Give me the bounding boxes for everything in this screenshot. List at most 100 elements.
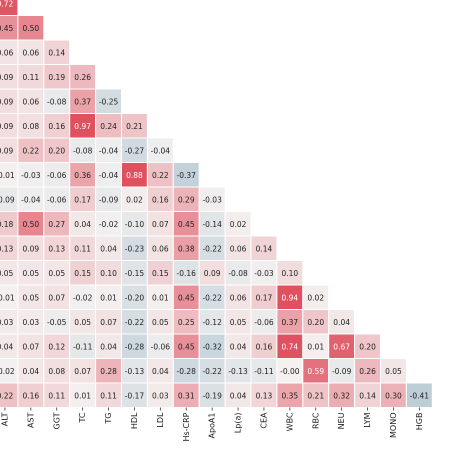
heatmap-cell (43, 64, 71, 90)
cell-value-label: 0.04 (0, 342, 14, 351)
cell-value-label: 0.06 (22, 97, 39, 106)
x-tick-label: GGT (52, 412, 61, 429)
heatmap-cell (328, 333, 356, 359)
cell-value-label: 0.09 (204, 269, 221, 278)
cell-value-label: 0.21 (307, 391, 324, 400)
heatmap-cell (302, 284, 330, 310)
heatmap-cell (17, 284, 45, 310)
cell-value-label: 0.30 (385, 391, 402, 400)
heatmap-cell (380, 358, 407, 384)
heatmap-cell (354, 333, 382, 359)
heatmap-cell (17, 162, 45, 188)
cell-value-label: -0.12 (202, 318, 222, 327)
cell-value-label: -0.32 (202, 342, 222, 351)
cell-value-label: 0.35 (281, 391, 298, 400)
cell-value-label: -0.01 (0, 293, 15, 302)
cell-value-label: 0.03 (22, 318, 39, 327)
cell-value-label: -0.22 (125, 318, 145, 327)
cell-value-label: 0.11 (22, 73, 39, 82)
cell-value-label: 0.06 (230, 244, 247, 253)
heatmap-cell (328, 358, 356, 384)
cell-value-label: -0.03 (254, 269, 274, 278)
heatmap-cell (224, 235, 252, 261)
cell-value-label: 0.05 (230, 318, 247, 327)
heatmap-cell (17, 358, 45, 384)
heatmap-cell (121, 309, 148, 335)
heatmap-cell (69, 162, 97, 188)
cell-value-label: 0.02 (126, 195, 143, 204)
cell-value-label: 0.14 (48, 48, 65, 57)
cell-value-label: 0.06 (22, 48, 39, 57)
cell-value-label: -0.02 (99, 220, 119, 229)
cell-value-label: 0.09 (0, 97, 14, 106)
heatmap-cell (121, 211, 148, 237)
cell-value-label: -0.04 (151, 146, 171, 155)
cell-value-label: -0.28 (125, 342, 145, 351)
heatmap-cell (95, 309, 122, 335)
cell-value-label: 0.01 (100, 293, 117, 302)
cell-value-label: 0.08 (48, 367, 65, 376)
cell-value-label: 0.74 (281, 342, 298, 351)
heatmap-cell (121, 186, 148, 212)
cell-value-label: 0.04 (100, 342, 117, 351)
cell-value-label: 0.45 (0, 24, 14, 33)
cell-value-label: -0.27 (125, 146, 145, 155)
heatmap-cell (69, 309, 97, 335)
x-tick-label: LDL (156, 412, 165, 428)
cell-value-label: 0.72 (0, 0, 14, 8)
cell-value-label: 0.19 (48, 73, 65, 82)
heatmap-cell (198, 235, 226, 261)
cell-value-label: 0.50 (22, 24, 39, 33)
cell-value-label: 0.05 (152, 318, 169, 327)
x-tick-label: TG (104, 413, 113, 425)
heatmap-cell (95, 235, 122, 261)
cell-value-label: 0.07 (74, 367, 91, 376)
heatmap-cell (43, 260, 71, 286)
cell-value-label: 0.11 (100, 391, 117, 400)
heatmap-cell (43, 358, 71, 384)
cell-value-label: 0.07 (152, 220, 169, 229)
x-tick-label: AST (26, 412, 35, 428)
cell-value-label: 0.04 (230, 391, 247, 400)
heatmap-cell (43, 186, 71, 212)
cell-value-label: 0.37 (74, 97, 91, 106)
cell-value-label: -0.00 (280, 367, 300, 376)
cell-value-label: 0.18 (0, 220, 14, 229)
cell-value-label: 0.45 (178, 220, 195, 229)
cell-value-label: 0.03 (152, 391, 169, 400)
cell-value-label: 0.32 (333, 391, 350, 400)
cell-value-label: -0.37 (177, 171, 197, 180)
cell-value-label: -0.09 (99, 195, 119, 204)
cell-value-label: -0.17 (125, 391, 145, 400)
heatmap-cell (69, 333, 97, 359)
heatmap-cell (43, 39, 71, 65)
cell-value-label: 0.09 (0, 122, 14, 131)
heatmap-cell (69, 186, 97, 212)
heatmap-cell (250, 382, 278, 408)
cell-value-label: 0.21 (126, 122, 143, 131)
x-tick-label: ApoA1 (208, 413, 217, 439)
cell-value-label: -0.06 (47, 171, 67, 180)
cell-value-label: 0.20 (359, 342, 376, 351)
cell-value-label: -0.16 (177, 269, 197, 278)
cell-value-label: 0.38 (178, 244, 195, 253)
heatmap-cell (69, 260, 97, 286)
cell-value-label: 0.97 (74, 122, 91, 131)
heatmap-cell (95, 113, 122, 139)
cell-value-label: -0.15 (125, 269, 145, 278)
cell-value-label: 0.05 (48, 269, 65, 278)
x-tick-label: NEU (337, 412, 346, 429)
heatmap-cell (17, 64, 45, 90)
cell-value-label: -0.11 (73, 342, 93, 351)
heatmap-cell (121, 162, 148, 188)
cell-value-label: -0.04 (99, 171, 119, 180)
cell-value-label: 0.17 (74, 195, 91, 204)
cell-value-label: 0.11 (48, 391, 65, 400)
cell-value-label: 0.50 (22, 220, 39, 229)
heatmap-cell (17, 333, 45, 359)
cell-value-label: -0.06 (151, 342, 171, 351)
cell-value-label: 0.10 (281, 269, 298, 278)
x-tick-label: WBC (285, 412, 294, 431)
cell-value-label: -0.04 (99, 146, 119, 155)
heatmap-cell (224, 382, 252, 408)
